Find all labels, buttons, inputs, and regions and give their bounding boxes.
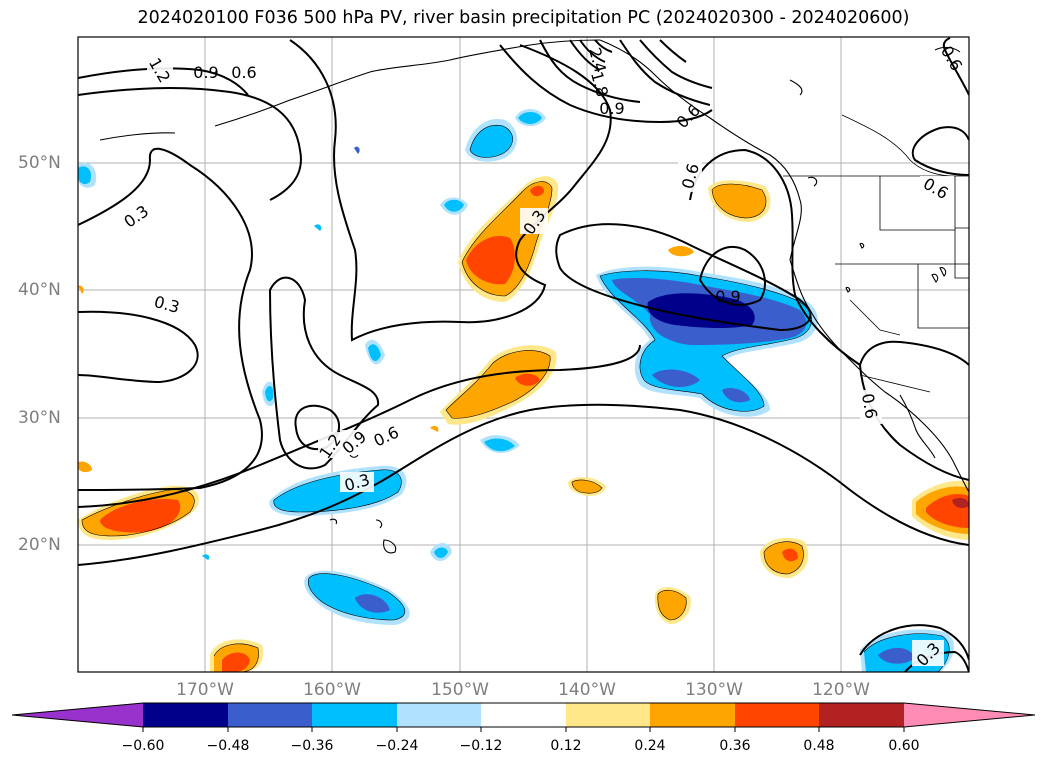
colorbar-tick-label: −0.24 [375,738,419,754]
pv-contours [78,37,969,672]
figure-title: 2024020100 F036 500 hPa PV, river basin … [137,8,910,28]
lat-label: 40°N [18,280,61,300]
colorbar-segment [397,703,481,727]
colorbar-segment [819,703,904,727]
contour-label: 1.8 [587,69,612,99]
colorbar-segment [312,703,397,727]
colorbar-segment [143,703,228,727]
lon-label: 170°W [176,680,234,700]
contour-labels: 1.2 0.9 0.6 0.3 0.3 2.4 1.8 0.9 0.6 0.6 … [120,42,966,670]
colorbar-extend-low [12,703,143,727]
contour-label: 0.9 [599,99,624,118]
contour-label: 0.9 [715,287,740,306]
colorbar-tick-label: 0.24 [634,738,666,754]
contour-label: 0.6 [231,63,256,82]
precip-shading [78,109,969,672]
map-frame [77,36,970,673]
lat-label: 20°N [18,535,61,555]
coastlines [99,39,969,554]
lon-label: 130°W [685,680,743,700]
lon-label: 140°W [558,680,616,700]
colorbar-tick-label: 0.48 [803,738,835,754]
colorbar-tick-label: −0.48 [206,738,250,754]
lat-label: 50°N [18,153,61,173]
lon-label: 120°W [812,680,870,700]
contour-label: 0.6 [858,392,881,420]
colorbar-segment [735,703,819,727]
colorbar-segment [228,703,312,727]
colorbar-tick-label: 0.12 [550,738,582,754]
colorbar-segment [650,703,735,727]
lon-label: 160°W [303,680,361,700]
colorbar-tick-label: −0.12 [459,738,503,754]
lon-label: 150°W [431,680,489,700]
colorbar-extend-high [904,703,1035,727]
colorbar-tick-label: −0.36 [290,738,334,754]
contour-label: 0.6 [937,42,966,74]
lat-label: 30°N [18,408,61,428]
contour-label: 0.6 [673,101,704,132]
colorbar-segment [566,703,650,727]
colorbar-tick-label: 0.60 [888,738,920,754]
colorbar [11,702,1036,732]
colorbar-tick-label: −0.60 [121,738,165,754]
colorbar-segment [481,703,566,727]
colorbar-tick-label: 0.36 [719,738,751,754]
contour-label: 0.9 [193,63,218,82]
